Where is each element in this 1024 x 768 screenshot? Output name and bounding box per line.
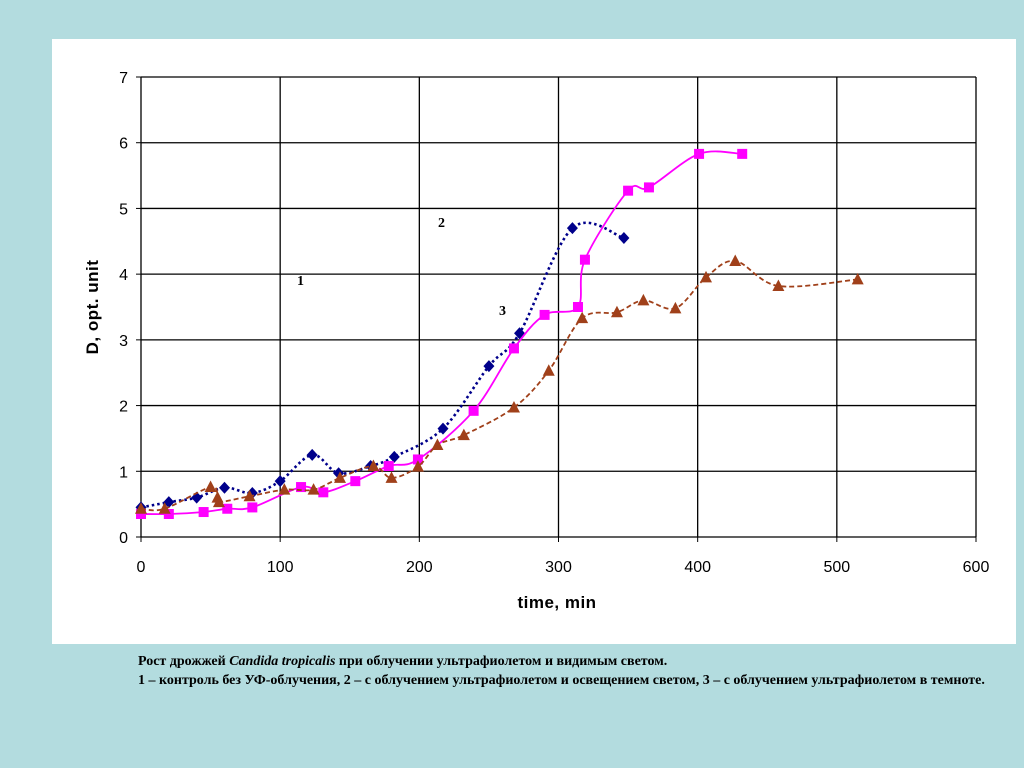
point-uv-dark-1 [158,502,171,514]
point-uv-dark-8 [334,471,347,483]
point-uv-dark-19 [669,301,682,314]
point-uv-dark-15 [542,364,555,376]
point-uv-light-11 [508,343,519,354]
annotation-1: 1 [297,274,304,289]
point-control-13 [566,222,578,235]
x-tick-label-3: 300 [545,559,572,576]
point-uv-dark-5 [243,489,256,502]
y-tick-label-2: 2 [119,399,128,416]
point-uv-dark-17 [610,305,623,318]
figure-caption: Рост дрожжей Candida tropicalis при облу… [138,652,998,690]
point-uv-dark-6 [278,483,291,495]
point-uv-dark-0 [135,502,147,514]
caption-suffix: при облучении ультрафиолетом и видимым с… [335,654,668,669]
point-uv-dark-16 [576,311,589,324]
point-uv-light-17 [694,148,705,159]
point-uv-dark-2 [204,480,217,493]
series-line-uv-dark [140,260,858,512]
point-uv-dark-10 [385,471,398,483]
point-uv-dark-22 [772,279,785,291]
point-uv-light-3 [222,503,233,514]
point-uv-dark-14 [507,401,520,413]
point-uv-dark-9 [367,459,380,472]
series-uv-light [136,148,748,519]
x-tick-label-2: 200 [406,559,433,576]
chart-panel: 0 100 200 300 400 500 600 0 1 2 3 4 5 6 7 time, min D,… [52,39,1016,644]
point-control-11 [483,360,495,373]
y-tick-label-5: 5 [119,201,128,218]
point-uv-light-1 [163,509,174,519]
y-tick-label-3: 3 [119,333,128,350]
x-tick-label-0: 0 [137,559,146,576]
point-control-9 [388,450,400,463]
annotation-2: 2 [438,216,445,231]
series-line-uv-light [140,150,743,516]
x-tick-label-4: 400 [684,559,711,576]
tick-labels: 0 100 200 300 400 500 600 0 1 2 3 4 5 6 7 [119,70,989,576]
point-uv-dark-7 [307,483,320,495]
point-uv-dark-18 [637,293,650,306]
series-control [135,221,630,514]
point-uv-light-6 [318,487,329,498]
point-control-10 [437,422,449,435]
point-uv-light-5 [296,482,307,493]
point-uv-light-0 [136,509,146,519]
growth-chart: 0 100 200 300 400 500 600 0 1 2 3 4 5 6 7 time, min D,… [83,70,989,612]
point-uv-dark-13 [457,428,470,441]
point-uv-light-13 [572,302,583,312]
annotation-3: 3 [499,304,506,319]
point-uv-light-12 [539,309,550,320]
x-tick-label-1: 100 [267,559,294,576]
point-uv-light-14 [579,254,590,265]
point-control-5 [274,475,286,488]
point-uv-dark-20 [700,270,713,283]
caption-line-2: 1 – контроль без УФ-облучения, 2 – с обл… [138,673,985,688]
caption-prefix: Рост дрожжей [138,654,230,669]
point-uv-light-4 [247,502,258,513]
x-tick-label-6: 600 [963,559,990,576]
point-control-6 [306,448,318,461]
point-uv-dark-21 [729,254,742,266]
x-axis-title: time, min [517,593,596,612]
y-tick-label-4: 4 [119,267,128,284]
point-uv-light-9 [412,454,423,465]
x-tick-label-5: 500 [823,559,850,576]
point-control-3 [219,481,230,494]
series-line-control [140,221,625,509]
point-uv-dark-23 [851,272,864,285]
point-uv-dark-4 [212,495,225,508]
point-control-14 [618,232,630,244]
series-layer [135,148,864,519]
point-uv-light-8 [383,461,394,472]
caption-species: Candida tropicalis [229,654,336,669]
point-uv-light-16 [643,182,654,193]
point-uv-dark-12 [431,438,444,450]
point-uv-light-18 [737,148,748,159]
caption-line-1: Рост дрожжей Candida tropicalis при облу… [138,652,998,671]
y-tick-label-1: 1 [119,464,128,481]
series-uv-dark [135,254,864,514]
point-uv-dark-11 [411,460,424,472]
point-uv-light-15 [623,185,634,196]
point-uv-light-7 [350,476,361,487]
y-tick-label-7: 7 [119,70,128,87]
point-uv-light-2 [198,507,209,518]
grid [136,76,977,542]
y-axis-title: D, opt. unit [83,260,102,355]
point-uv-light-10 [468,405,479,416]
y-tick-label-0: 0 [119,530,128,547]
y-tick-label-6: 6 [119,136,128,153]
